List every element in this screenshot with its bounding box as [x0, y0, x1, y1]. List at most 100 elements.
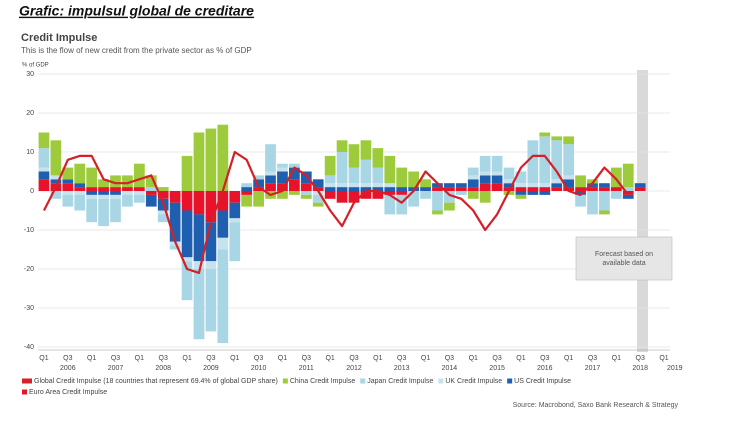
bar-segment — [432, 210, 443, 215]
bar-segment — [539, 136, 551, 184]
bar-segment — [599, 210, 610, 215]
bar-segment — [479, 175, 491, 184]
x-tick-label: Q1 — [278, 355, 287, 362]
bar-segment — [74, 191, 86, 195]
x-tick-label: Q1 — [39, 355, 48, 362]
bar-segment — [193, 269, 205, 340]
x-tick-label: Q1 — [87, 355, 96, 362]
bar-segment — [551, 179, 563, 184]
bar-segment — [444, 183, 455, 188]
bar-segment — [312, 194, 324, 203]
legend-label: Japan Credit Impulse — [367, 378, 433, 385]
bar-segment — [86, 167, 98, 188]
y-tick-label: 10 — [26, 149, 34, 156]
bar-segment — [217, 210, 229, 238]
y-tick-label: -20 — [24, 266, 34, 273]
bar-segment — [324, 191, 336, 199]
source: Source: Macrobond, Saxo Bank Research & … — [513, 402, 679, 409]
x-year-label: 2009 — [203, 365, 219, 372]
bar-segment — [372, 148, 384, 168]
bar-segment — [62, 183, 74, 191]
bar-segment — [265, 144, 276, 172]
bar-segment — [610, 167, 622, 188]
bar-segment — [336, 152, 348, 184]
x-tick-label: Q1 — [135, 355, 144, 362]
bar-segment — [455, 187, 467, 191]
y-tick-label: -40 — [24, 344, 34, 351]
bar-segment — [599, 191, 610, 211]
bar-segment — [277, 167, 288, 172]
bar-segment — [348, 191, 360, 203]
bar-segment — [622, 191, 634, 195]
bar-segment — [467, 191, 479, 199]
bar-segment — [86, 191, 98, 195]
bar-segment — [277, 191, 288, 199]
x-tick-label: Q1 — [469, 355, 478, 362]
bar-segment — [372, 167, 384, 184]
bar-segment — [122, 191, 133, 195]
bar-segment — [432, 191, 443, 211]
bar-segment — [38, 148, 50, 168]
bar-segment — [265, 171, 276, 176]
bar-segment — [491, 175, 503, 184]
bar-segment — [622, 163, 634, 188]
bar-segment — [587, 187, 598, 191]
bar-segment — [360, 191, 372, 199]
bar-segment — [479, 183, 491, 191]
bar-segment — [479, 191, 491, 203]
bar-segment — [467, 175, 479, 180]
bar-segment — [110, 191, 121, 195]
bar-segment — [384, 187, 396, 191]
bar-segment — [241, 187, 253, 191]
x-tick-label: Q3 — [397, 355, 406, 362]
plot — [38, 73, 670, 351]
bar-segment — [491, 183, 503, 191]
annotation: Forecast based on available data — [595, 251, 653, 267]
bar-segment — [217, 249, 229, 344]
bar-segment — [193, 132, 205, 191]
bar-segment — [300, 194, 312, 199]
bar-segment — [74, 194, 86, 211]
x-tick-label: Q1 — [373, 355, 382, 362]
bar-segment — [229, 222, 241, 262]
bar-segment — [444, 187, 455, 191]
x-tick-label: Q1 — [612, 355, 621, 362]
y-tick-label: -10 — [24, 227, 34, 234]
legend-swatch — [282, 378, 288, 384]
bar-segment — [360, 183, 372, 188]
bar-segment — [181, 191, 193, 211]
bar-segment — [515, 187, 527, 191]
bar-segment — [491, 155, 503, 172]
bar-segment — [479, 155, 491, 172]
bar-segment — [145, 187, 157, 191]
bar-segment — [157, 214, 169, 223]
x-tick-label: Q1 — [564, 355, 573, 362]
x-year-label: 2011 — [299, 365, 314, 372]
bar-segment — [527, 191, 539, 195]
y-tick-label: 20 — [26, 110, 34, 117]
bar-segment — [324, 187, 336, 191]
bar-segment — [38, 167, 50, 172]
bar-segment — [420, 187, 431, 191]
bar-segment — [193, 191, 205, 215]
bar-segment — [515, 171, 527, 184]
bar-segment — [229, 218, 241, 223]
bar-segment — [62, 194, 74, 207]
x-tick-label: Q3 — [159, 355, 168, 362]
bar-segment — [50, 179, 62, 184]
y-tick-label: 30 — [26, 71, 34, 78]
bar-segment — [98, 198, 109, 227]
bar-segment — [253, 179, 264, 188]
bar-segment — [122, 187, 133, 191]
bar-segment — [181, 155, 193, 191]
bar-segment — [38, 171, 50, 180]
x-tick-label: Q3 — [540, 355, 549, 362]
x-tick-label: Q3 — [349, 355, 358, 362]
legend-swatch — [22, 378, 32, 384]
x-tick-label: Q1 — [421, 355, 430, 362]
bar-segment — [467, 167, 479, 176]
legend-swatch — [507, 378, 513, 384]
bar-segment — [360, 159, 372, 184]
x-tick-label: Q1 — [230, 355, 239, 362]
bar-segment — [157, 187, 169, 191]
